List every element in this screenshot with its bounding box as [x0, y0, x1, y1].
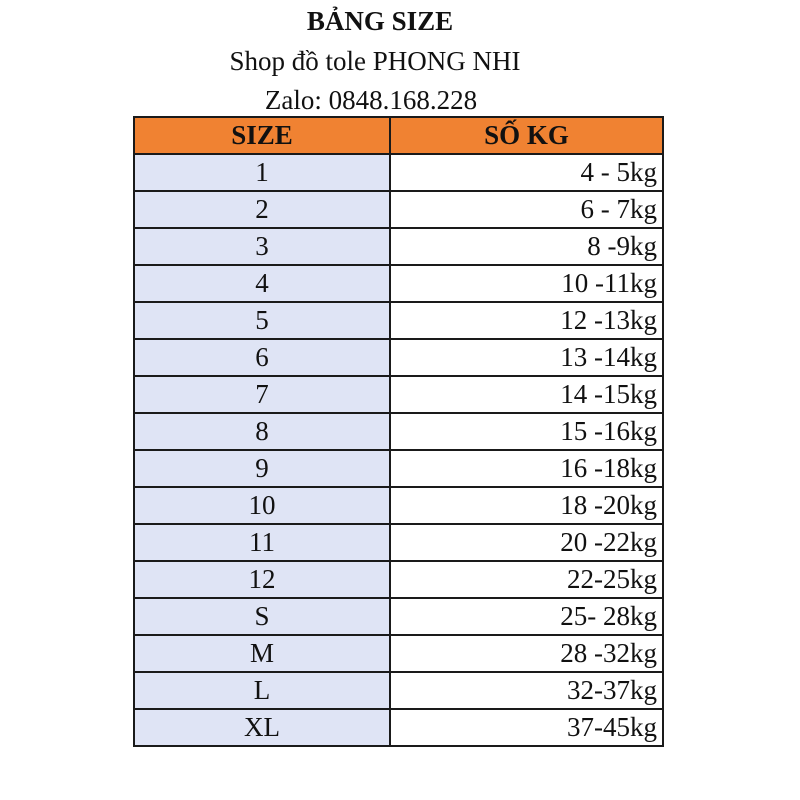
- table-row: 5 12 -13kg: [133, 301, 664, 340]
- size-cell: 4: [133, 264, 391, 303]
- kg-cell: 22-25kg: [389, 560, 664, 599]
- size-cell: 1: [133, 153, 391, 192]
- column-header-size: SIZE: [133, 116, 391, 155]
- kg-cell: 25- 28kg: [389, 597, 664, 636]
- kg-cell: 18 -20kg: [389, 486, 664, 525]
- kg-cell: 10 -11kg: [389, 264, 664, 303]
- table-row: XL 37-45kg: [133, 708, 664, 747]
- kg-cell: 6 - 7kg: [389, 190, 664, 229]
- table-row: 4 10 -11kg: [133, 264, 664, 303]
- size-cell: 5: [133, 301, 391, 340]
- table-row: 11 20 -22kg: [133, 523, 664, 562]
- size-cell: 9: [133, 449, 391, 488]
- size-cell: S: [133, 597, 391, 636]
- table-row: 10 18 -20kg: [133, 486, 664, 525]
- kg-cell: 13 -14kg: [389, 338, 664, 377]
- kg-cell: 12 -13kg: [389, 301, 664, 340]
- table-row: M 28 -32kg: [133, 634, 664, 673]
- kg-cell: 16 -18kg: [389, 449, 664, 488]
- table-row: S 25- 28kg: [133, 597, 664, 636]
- kg-cell: 15 -16kg: [389, 412, 664, 451]
- shop-name: Shop đồ tole PHONG NHI: [229, 46, 521, 76]
- table-row: 7 14 -15kg: [133, 375, 664, 414]
- contact-info: Zalo: 0848.168.228: [264, 85, 478, 115]
- column-header-kg: SỐ KG: [389, 116, 664, 155]
- table-row: 8 15 -16kg: [133, 412, 664, 451]
- table-header-row: SIZE SỐ KG: [133, 116, 664, 155]
- kg-cell: 14 -15kg: [389, 375, 664, 414]
- size-cell: M: [133, 634, 391, 673]
- size-cell: 7: [133, 375, 391, 414]
- size-cell: L: [133, 671, 391, 710]
- table-row: 12 22-25kg: [133, 560, 664, 599]
- table-row: 6 13 -14kg: [133, 338, 664, 377]
- kg-cell: 4 - 5kg: [389, 153, 664, 192]
- table-row: 9 16 -18kg: [133, 449, 664, 488]
- size-cell: 3: [133, 227, 391, 266]
- size-cell: 10: [133, 486, 391, 525]
- kg-cell: 32-37kg: [389, 671, 664, 710]
- size-cell: 2: [133, 190, 391, 229]
- page-title: BẢNG SIZE: [306, 6, 454, 36]
- size-cell: 8: [133, 412, 391, 451]
- kg-cell: 20 -22kg: [389, 523, 664, 562]
- kg-cell: 28 -32kg: [389, 634, 664, 673]
- table-row: L 32-37kg: [133, 671, 664, 710]
- kg-cell: 37-45kg: [389, 708, 664, 747]
- size-cell: 6: [133, 338, 391, 377]
- size-cell: XL: [133, 708, 391, 747]
- kg-cell: 8 -9kg: [389, 227, 664, 266]
- size-cell: 12: [133, 560, 391, 599]
- size-cell: 11: [133, 523, 391, 562]
